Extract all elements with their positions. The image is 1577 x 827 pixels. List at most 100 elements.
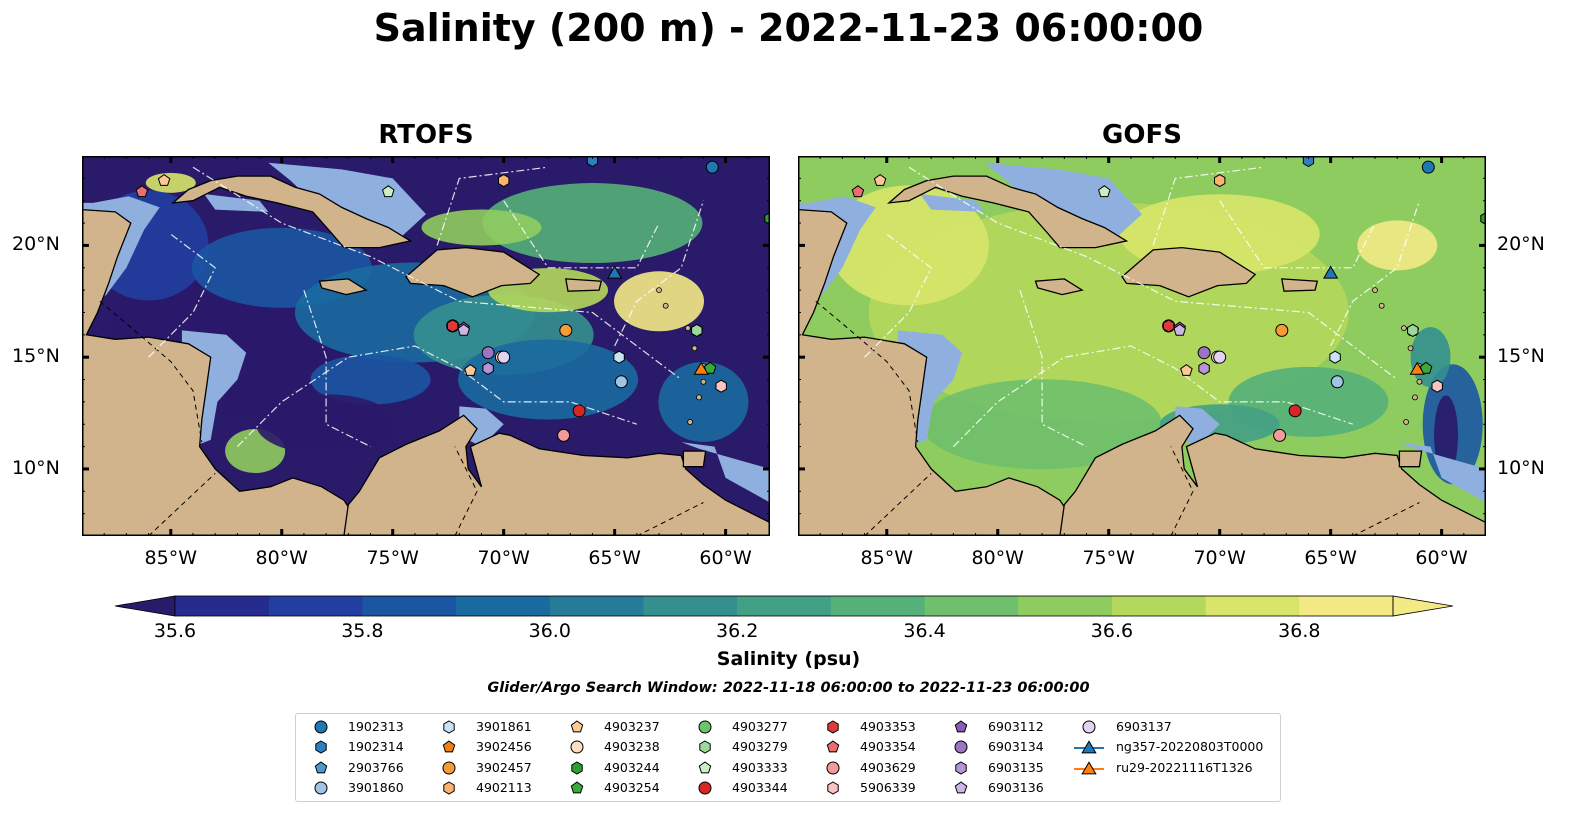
legend-marker-pentagon [314,760,328,773]
legend-marker-shape [826,761,840,775]
colorbar-tick-label: 36.0 [528,620,571,642]
legend-label: 6903134 [988,739,1044,755]
legend: 1902313 1902314 2903766 3901860 3901861 39024… [295,713,1281,802]
legend-marker-shape [1082,720,1096,734]
legend-marker-shape [698,760,712,773]
obs-marker-4903333 [382,185,395,198]
legend-marker-shape [955,761,967,775]
legend-marker-shape [954,720,968,733]
legend-marker-circle [826,761,840,775]
obs-marker-4903237b [1180,363,1193,376]
legend-label: 4903629 [860,759,916,775]
legend-marker-pentagon [442,740,456,753]
legend-marker-pentagon [570,720,584,733]
legend-label: 4903354 [860,739,916,755]
legend-marker-shape [1081,760,1097,774]
colorbar-segment [1205,596,1300,616]
lon-tick-label-rtofs: 65°W [588,547,641,569]
colorbar-tick-label: 36.2 [715,620,759,642]
legend-marker-shape [442,740,456,753]
lon-tick-label-gofs: 65°W [1304,547,1357,569]
legend-marker-shape [442,761,456,775]
legend-marker-shape [698,781,712,795]
obs-marker-4902113 [1214,174,1226,188]
legend-marker-shape [1081,740,1097,754]
obs-marker-3901861 [1329,350,1341,364]
legend-label: 5906339 [860,779,916,795]
obs-marker-ru29-20221116T1326 [1409,361,1425,375]
colorbar-segment [924,596,1019,616]
figure-title: Salinity (200 m) - 2022-11-23 06:00:00 [373,6,1204,50]
legend-marker-circle [314,720,328,734]
obs-marker-3901860 [614,375,628,389]
legend-marker-hexagon [827,781,839,795]
lat-tick-label-left: 15°N [12,345,60,368]
legend-label: 4903244 [604,759,660,775]
legend-label: 4902113 [476,779,532,795]
legend-marker-shape [570,781,584,794]
obs-marker-6903136 [457,323,470,336]
colorbar-tick-label: 35.8 [341,620,384,642]
lon-tick-label-rtofs: 75°W [366,547,419,569]
obs-marker-1902313 [705,160,719,174]
obs-marker-4903254 [1419,361,1433,374]
legend-label: 4903238 [604,739,660,755]
obs-marker-4903237 [157,173,171,186]
colorbar-segment [1018,596,1113,616]
legend-marker-triangle-line [1074,740,1104,754]
legend-marker-pentagon [954,720,968,733]
obs-marker-6903136 [1173,323,1186,336]
colorbar-extend-min [115,595,176,617]
lon-tick-label-rtofs: 60°W [699,547,752,569]
lat-tick-label-right: 10°N [1497,456,1545,479]
legend-label: 4903237 [604,719,660,734]
legend-label: 3902456 [476,739,532,755]
obs-marker-ng357-20220803T0000 [1323,265,1339,279]
legend-marker-circle [954,740,968,754]
legend-marker-shape [826,740,840,753]
lon-tick-label-gofs: 75°W [1082,547,1135,569]
colorbar-segment [268,596,363,616]
legend-label: 2903766 [348,759,404,775]
legend-marker-shape [827,781,839,795]
legend-marker-circle [314,781,328,795]
lat-tick-label-left: 20°N [12,233,60,256]
legend-marker-circle [442,761,456,775]
legend-marker-shape [570,740,584,754]
obs-marker-4903279 [691,323,703,337]
legend-marker-hexagon [443,781,455,795]
colorbar-segment [1111,596,1207,616]
legend-marker-pentagon [570,781,584,794]
legend-marker-pentagon [826,740,840,753]
legend-label: 6903112 [988,719,1044,734]
lat-tick-label-right: 20°N [1497,233,1545,256]
obs-marker-4903344 [572,404,586,418]
legend-label: 4903277 [732,719,788,734]
obs-marker-4903344 [1288,404,1302,418]
legend-marker-pentagon [954,781,968,794]
colorbar-extend-max [1392,595,1453,617]
colorbar [115,595,1453,617]
obs-marker-6903137 [497,350,511,364]
obs-marker-5906339 [715,379,727,393]
legend-label: 3901860 [348,779,404,795]
colorbar-segment [643,596,738,616]
obs-marker-4903353 [446,319,459,333]
legend-marker-shape [698,720,712,734]
legend-marker-shape [571,761,583,775]
lat-tick-label-right: 15°N [1497,345,1545,368]
legend-marker-pentagon [698,760,712,773]
lon-tick-label-rtofs: 85°W [144,547,197,569]
lon-tick-label-gofs: 70°W [1193,547,1246,569]
lon-tick-label-gofs: 80°W [971,547,1024,569]
panel-title-gofs: GOFS [1102,120,1182,150]
legend-label: 4903279 [732,739,788,755]
legend-label: 6903135 [988,759,1044,775]
legend-marker-hexagon [827,720,839,734]
legend-marker-shape [314,760,328,773]
legend-marker-shape [954,740,968,754]
obs-marker-6903135 [482,361,494,375]
legend-label: 4903353 [860,719,916,734]
colorbar-segment [549,596,644,616]
obs-marker-4903333 [1098,185,1111,198]
